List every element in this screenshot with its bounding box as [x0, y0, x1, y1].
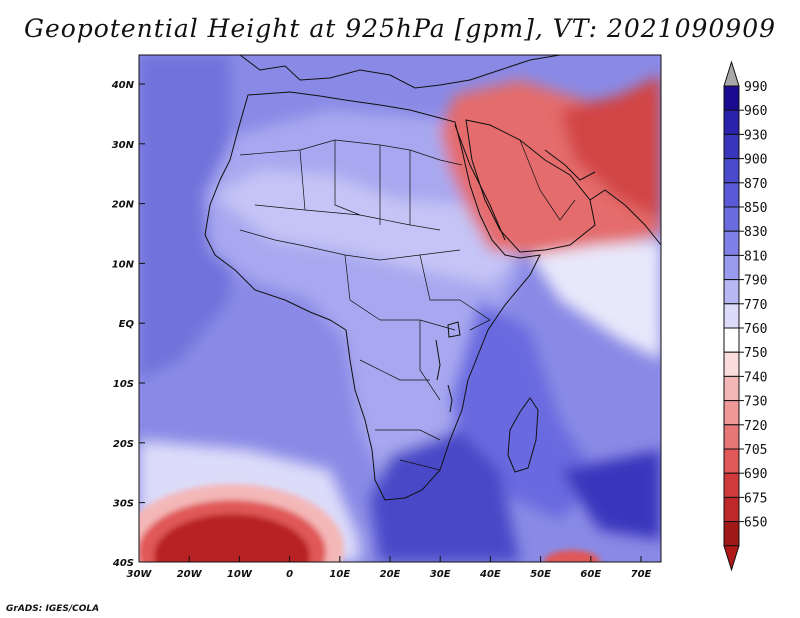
lon-tick-label: 30W: [127, 569, 153, 580]
field-south-indian-dark: [560, 450, 661, 540]
colorbar-swatch: [723, 351, 740, 377]
height-field: [139, 55, 661, 562]
lon-tick-label: 60E: [580, 569, 601, 580]
colorbar-swatch: [723, 182, 740, 208]
colorbar-swatch: [723, 206, 740, 232]
colorbar-label: 830: [744, 225, 767, 240]
lake-malawi: [447, 384, 453, 413]
colorbar-swatch: [723, 400, 740, 426]
persian-gulf: [544, 149, 596, 181]
field-west-atlantic: [139, 55, 230, 380]
lon-tick-label: 50E: [530, 569, 551, 580]
red-sea: [454, 124, 506, 241]
lon-tick-label: 30E: [430, 569, 451, 580]
colorbar-swatch: [723, 254, 740, 281]
colorbar: 990 960 930 900 870 850 830 810 790 770 760 750 740 7…: [723, 60, 767, 572]
colorbar-label: 730: [744, 395, 767, 410]
colorbar-label: 790: [744, 274, 767, 289]
field-indian-ocean-light: [530, 240, 661, 360]
lat-tick-label: 10N: [112, 259, 135, 270]
europe-coastline: [239, 55, 561, 89]
colorbar-label: 870: [744, 177, 767, 192]
colorbar-label: 650: [744, 516, 767, 531]
africa-coastline: [204, 91, 541, 501]
field-persia-red: [560, 75, 661, 220]
colorbar-bottom-arrow: [723, 545, 740, 572]
colorbar-label: 720: [744, 419, 767, 434]
lat-tick-label: 40N: [111, 80, 135, 91]
colorbar-swatch: [723, 375, 740, 402]
colorbar-swatch: [723, 472, 740, 498]
lat-tick-label: 20N: [112, 200, 135, 211]
lon-tick-label: 20W: [177, 569, 203, 580]
lake-victoria: [447, 321, 461, 338]
colorbar-label: 740: [744, 370, 767, 385]
colorbar-swatch: [723, 230, 740, 256]
lake-tanganyika: [435, 339, 441, 381]
colorbar-label: 930: [744, 128, 767, 143]
latitude-axis: 40N 30N 20N 10N EQ 10S 20S 30S 40S: [111, 80, 145, 569]
madagascar-coastline: [507, 397, 539, 473]
colorbar-label: 770: [744, 298, 767, 313]
colorbar-swatch: [723, 158, 740, 184]
colorbar-swatch: [723, 327, 740, 353]
lon-tick-label: 10W: [227, 569, 253, 580]
footer-credit: GrADS: IGES/COLA: [6, 604, 100, 614]
colorbar-swatch: [723, 303, 740, 329]
lat-tick-label: 30N: [112, 140, 135, 151]
lon-tick-label: 20E: [380, 569, 401, 580]
colorbar-label: 705: [744, 443, 767, 458]
lon-tick-label: 0: [286, 569, 293, 580]
colorbar-top-arrow: [723, 60, 740, 87]
colorbar-swatch: [723, 279, 740, 305]
lon-tick-label: 40E: [479, 569, 501, 580]
field-sahara-light: [215, 170, 520, 285]
field-southern-africa: [370, 430, 520, 562]
chart-title: Geopotential Height at 925hPa [gpm], VT:…: [23, 14, 777, 43]
lon-tick-label: 10E: [329, 569, 350, 580]
colorbar-label: 690: [744, 467, 767, 482]
asia-coastline: [589, 189, 661, 246]
lat-tick-label: 20S: [113, 439, 134, 450]
colorbar-label: 990: [744, 80, 767, 95]
colorbar-swatch: [723, 133, 740, 160]
lat-tick-label: 10S: [113, 379, 134, 390]
colorbar-label: 675: [744, 491, 767, 506]
lon-tick-label: 70E: [631, 569, 652, 580]
colorbar-label: 760: [744, 322, 767, 337]
colorbar-swatch: [723, 448, 740, 474]
arabia-coastline: [465, 119, 596, 253]
colorbar-label: 810: [744, 249, 767, 264]
coastlines-and-borders: [204, 55, 661, 501]
lat-tick-label: 40S: [112, 558, 134, 569]
colorbar-label: 850: [744, 201, 767, 216]
longitude-axis: 30W 20W 10W 0 10E 20E 30E 40E 50E 60E 70E: [127, 556, 652, 580]
colorbar-swatch: [723, 424, 740, 450]
colorbar-label: 900: [744, 153, 767, 168]
colorbar-swatch: [723, 109, 740, 135]
lat-tick-label: 30S: [113, 499, 134, 510]
plot-frame: [138, 54, 662, 563]
lat-tick-label: EQ: [119, 319, 135, 330]
colorbar-swatch: [723, 496, 740, 523]
colorbar-swatch: [723, 85, 740, 111]
field-southern-low: [139, 484, 600, 562]
colorbar-swatch: [723, 521, 740, 547]
colorbar-label: 750: [744, 346, 767, 361]
borders: [239, 139, 576, 471]
colorbar-label: 960: [744, 104, 767, 119]
